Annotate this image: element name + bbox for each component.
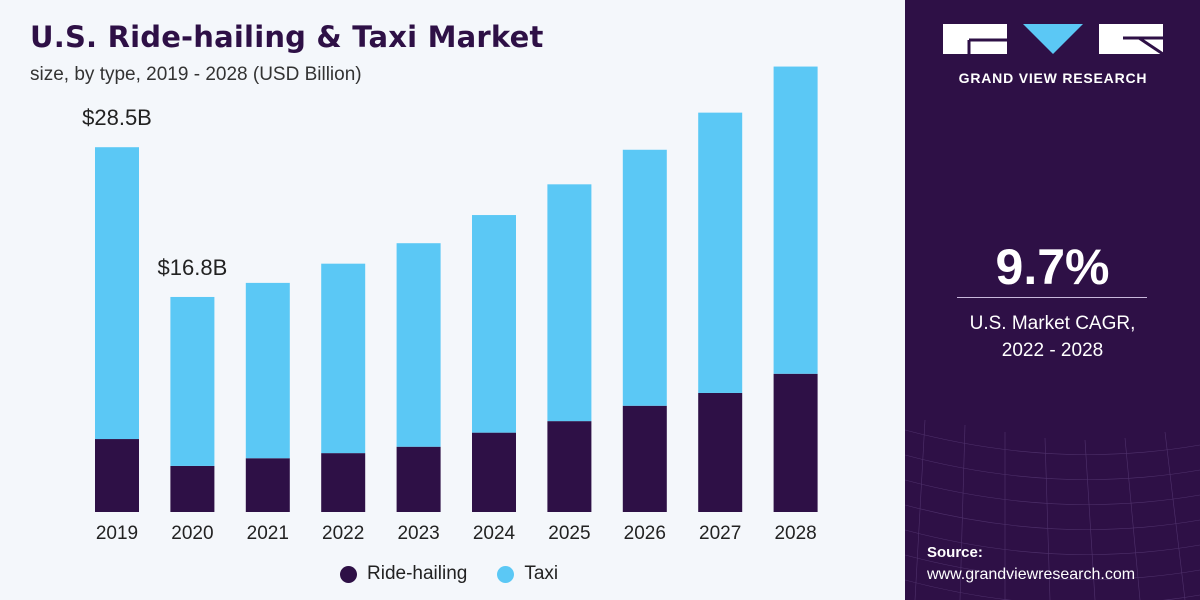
bar-taxi-2022 xyxy=(321,263,366,454)
bar-ride-hailing-2023 xyxy=(396,446,441,512)
legend-item-taxi: Taxi xyxy=(497,563,558,585)
source-url[interactable]: www.grandviewresearch.com xyxy=(927,566,1136,583)
data-label-2019: $28.5B xyxy=(82,105,152,130)
x-tick-label-2020: 2020 xyxy=(171,523,213,544)
decorative-grid-background xyxy=(905,419,1200,600)
x-tick-label-2021: 2021 xyxy=(247,523,289,544)
cagr-value: 9.7% xyxy=(995,239,1110,295)
bar-ride-hailing-2022 xyxy=(321,453,366,512)
chart-legend: Ride-hailing Taxi xyxy=(340,563,588,585)
legend-item-ride-hailing: Ride-hailing xyxy=(340,563,467,585)
bar-ride-hailing-2025 xyxy=(547,421,592,512)
source-label: Source: xyxy=(927,544,983,561)
bar-taxi-2019 xyxy=(95,147,139,440)
x-tick-label-2028: 2028 xyxy=(774,523,816,544)
x-tick-label-2025: 2025 xyxy=(548,523,590,544)
cagr-label-line-1: U.S. Market CAGR, xyxy=(969,313,1136,334)
bar-ride-hailing-2028 xyxy=(773,373,818,512)
legend-label-taxi: Taxi xyxy=(524,563,559,584)
side-panel: GRAND VIEW RESEARCH 9.7% U.S. Market CAG… xyxy=(905,0,1200,600)
cagr-divider xyxy=(957,297,1147,298)
x-tick-label-2024: 2024 xyxy=(473,523,516,544)
bar-ride-hailing-2020 xyxy=(170,465,215,512)
bar-ride-hailing-2027 xyxy=(698,392,743,512)
cagr-label: U.S. Market CAGR, 2022 - 2028 xyxy=(905,310,1200,364)
stacked-bar-chart: 2019 2020 2021 2022 2023 2024 2025 2026 2027 2028… xyxy=(82,66,818,544)
x-tick-label-2019: 2019 xyxy=(96,523,138,544)
bar-taxi-2027 xyxy=(698,112,743,393)
brand-name: GRAND VIEW RESEARCH xyxy=(958,70,1148,86)
bar-taxi-2024 xyxy=(472,215,516,433)
bar-taxi-2020 xyxy=(170,296,215,466)
x-tick-label-2023: 2023 xyxy=(397,523,439,544)
chart-area: U.S. Ride-hailing & Taxi Market size, by… xyxy=(30,20,818,585)
x-tick-label-2022: 2022 xyxy=(322,523,364,544)
chart-subtitle: size, by type, 2019 - 2028 (USD Billion) xyxy=(30,64,362,85)
bar-ride-hailing-2026 xyxy=(622,405,667,512)
bar-ride-hailing-2021 xyxy=(245,458,290,512)
bar-taxi-2021 xyxy=(245,282,290,459)
bar-taxi-2026 xyxy=(622,149,667,406)
x-tick-label-2026: 2026 xyxy=(624,523,666,544)
legend-swatch-taxi xyxy=(497,565,515,583)
brand-logo-icon xyxy=(943,24,1163,56)
legend-label-ride-hailing: Ride-hailing xyxy=(367,563,468,584)
bar-taxi-2025 xyxy=(547,184,592,422)
bar-taxi-2023 xyxy=(396,243,441,447)
bar-taxi-2028 xyxy=(773,66,818,374)
data-label-2020: $16.8B xyxy=(158,255,228,280)
cagr-label-line-2: 2022 - 2028 xyxy=(1001,340,1104,361)
x-tick-label-2027: 2027 xyxy=(699,523,741,544)
bar-ride-hailing-2024 xyxy=(472,432,516,512)
chart-title: U.S. Ride-hailing & Taxi Market xyxy=(30,20,544,54)
legend-swatch-ride-hailing xyxy=(340,565,357,583)
bar-ride-hailing-2019 xyxy=(95,439,139,512)
